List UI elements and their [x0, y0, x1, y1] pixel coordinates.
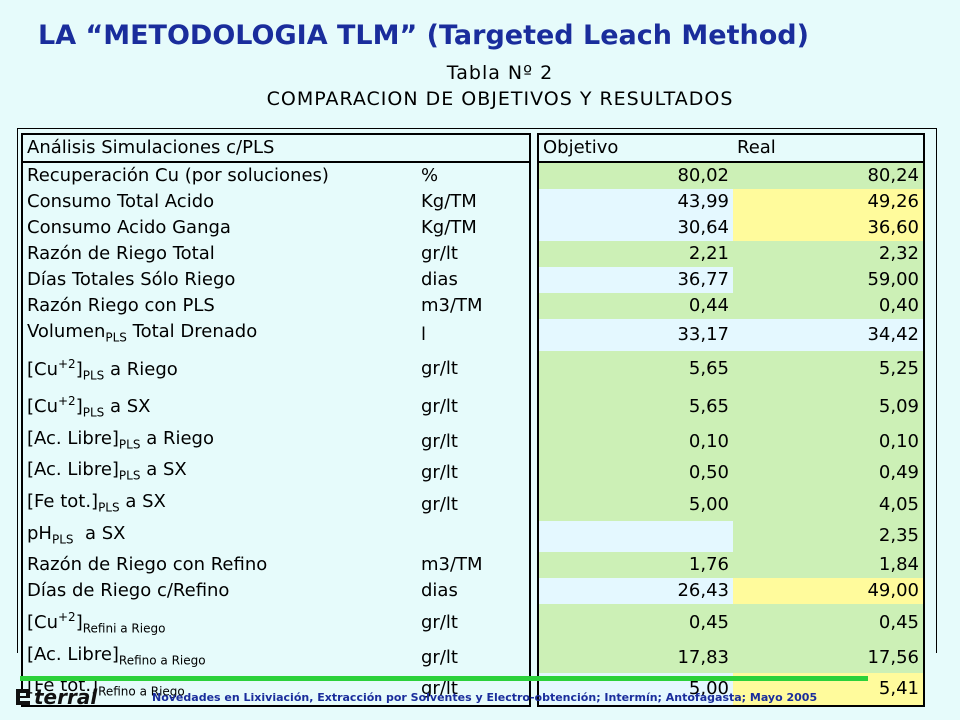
row-unit: dias	[417, 578, 531, 605]
row-unit: %	[417, 162, 531, 189]
row-real: 5,09	[733, 388, 925, 426]
table-row: [Cu+2]Refini a Riego gr/lt 0,45 0,45	[21, 604, 925, 642]
row-name: Consumo Acido Ganga	[21, 215, 417, 241]
table-label: Tabla Nº 2	[446, 62, 554, 84]
row-real: 49,26	[733, 189, 925, 215]
row-name: Días Totales Sólo Riego	[21, 267, 417, 293]
row-objective: 43,99	[537, 189, 733, 215]
footer-divider	[20, 676, 868, 681]
row-objective: 0,45	[537, 604, 733, 642]
table-row: Razón de Riego con Refino m3/TM 1,76 1,8…	[21, 552, 925, 579]
row-real: 2,35	[733, 520, 925, 553]
row-real: 0,45	[733, 604, 925, 642]
row-name: VolumenPLS Total Drenado	[21, 319, 417, 351]
table-row: [Ac. Libre]Refino a Riego gr/lt 17,83 17…	[21, 641, 925, 674]
row-real: 0,40	[733, 293, 925, 319]
row-real: 0,10	[733, 425, 925, 458]
table-row: Días de Riego c/Refino dias 26,43 49,00	[21, 578, 925, 605]
row-objective: 33,17	[537, 319, 733, 351]
table-row: Razón Riego con PLS m3/TM 0,44 0,40	[21, 293, 925, 319]
row-name: [Cu+2]PLS a SX	[21, 388, 417, 426]
row-real: 49,00	[733, 578, 925, 605]
row-objective	[537, 520, 733, 553]
row-objective: 1,76	[537, 552, 733, 579]
table-row: pHPLS a SX 2,35	[21, 520, 925, 553]
row-real: 1,84	[733, 552, 925, 579]
row-unit: gr/lt	[417, 488, 531, 521]
row-unit: m3/TM	[417, 552, 531, 579]
row-real: 80,24	[733, 162, 925, 189]
row-name: Razón Riego con PLS	[21, 293, 417, 319]
row-name: [Cu+2]Refini a Riego	[21, 604, 417, 642]
row-real: 5,25	[733, 350, 925, 389]
table-row: Razón de Riego Total gr/lt 2,21 2,32	[21, 241, 925, 267]
row-real: 59,00	[733, 267, 925, 293]
row-unit: gr/lt	[417, 604, 531, 642]
row-name: [Ac. Libre]PLS a Riego	[21, 425, 417, 458]
row-name: [Ac. Libre]Refino a Riego	[21, 641, 417, 674]
row-name: Consumo Total Acido	[21, 189, 417, 215]
row-name: [Ac. Libre]PLS a SX	[21, 457, 417, 489]
row-real: 0,49	[733, 457, 925, 489]
table-row: [Fe tot.]PLS a SX gr/lt 5,00 4,05	[21, 488, 925, 521]
table-row: Recuperación Cu (por soluciones) % 80,02…	[21, 162, 925, 189]
row-name: [Cu+2]PLS a Riego	[21, 350, 417, 389]
row-objective: 0,50	[537, 457, 733, 489]
table-frame	[17, 128, 937, 653]
row-unit: gr/lt	[417, 457, 531, 489]
row-unit: gr/lt	[417, 425, 531, 458]
table-row: Días Totales Sólo Riego dias 36,77 59,00	[21, 267, 925, 293]
row-unit: gr/lt	[417, 350, 531, 389]
row-unit: l	[417, 319, 531, 351]
table-row: [Cu+2]PLS a Riego gr/lt 5,65 5,25	[21, 350, 925, 389]
table-subtitle: COMPARACION DE OBJETIVOS Y RESULTADOS	[266, 88, 734, 110]
row-unit: dias	[417, 267, 531, 293]
row-name: Recuperación Cu (por soluciones)	[21, 162, 417, 189]
row-unit: Kg/TM	[417, 189, 531, 215]
row-real: 36,60	[733, 215, 925, 241]
header-analysis: Análisis Simulaciones c/PLS	[21, 133, 531, 163]
table-row: [Cu+2]PLS a SX gr/lt 5,65 5,09	[21, 388, 925, 426]
table-row: [Ac. Libre]PLS a Riego gr/lt 0,10 0,10	[21, 425, 925, 458]
table-row: Consumo Acido Ganga Kg/TM 30,64 36,60	[21, 215, 925, 241]
row-objective: 80,02	[537, 162, 733, 189]
row-unit: Kg/TM	[417, 215, 531, 241]
table-row: VolumenPLS Total Drenado l 33,17 34,42	[21, 319, 925, 351]
row-unit: gr/lt	[417, 241, 531, 267]
row-objective: 5,00	[537, 488, 733, 521]
table-row: [Ac. Libre]PLS a SX gr/lt 0,50 0,49	[21, 457, 925, 489]
row-objective: 2,21	[537, 241, 733, 267]
row-unit	[417, 520, 531, 553]
row-name: Razón de Riego Total	[21, 241, 417, 267]
row-objective: 30,64	[537, 215, 733, 241]
terral-logo: terral	[14, 685, 150, 713]
table-header-row: Análisis Simulaciones c/PLS Objetivo Rea…	[21, 133, 925, 163]
row-real: 4,05	[733, 488, 925, 521]
row-name: Días de Riego c/Refino	[21, 578, 417, 605]
row-objective: 26,43	[537, 578, 733, 605]
logo-text: terral	[34, 686, 98, 708]
header-objective: Objetivo	[537, 133, 733, 163]
row-objective: 5,65	[537, 388, 733, 426]
row-objective: 36,77	[537, 267, 733, 293]
row-name: pHPLS a SX	[21, 520, 417, 553]
row-name: Razón de Riego con Refino	[21, 552, 417, 579]
row-real: 34,42	[733, 319, 925, 351]
row-objective: 17,83	[537, 641, 733, 674]
row-unit: gr/lt	[417, 641, 531, 674]
row-unit: m3/TM	[417, 293, 531, 319]
comparison-table: Análisis Simulaciones c/PLS Objetivo Rea…	[21, 133, 925, 707]
page-title: LA “METODOLOGIA TLM” (Targeted Leach Met…	[38, 20, 809, 51]
row-unit: gr/lt	[417, 388, 531, 426]
row-objective: 0,10	[537, 425, 733, 458]
footer-text: Novedades en Lixiviación, Extracción por…	[152, 691, 818, 704]
row-name: [Fe tot.]PLS a SX	[21, 488, 417, 521]
row-objective: 0,44	[537, 293, 733, 319]
row-objective: 5,65	[537, 350, 733, 389]
header-real: Real	[733, 133, 925, 163]
table-row: Consumo Total Acido Kg/TM 43,99 49,26	[21, 189, 925, 215]
row-real: 17,56	[733, 641, 925, 674]
row-real: 2,32	[733, 241, 925, 267]
